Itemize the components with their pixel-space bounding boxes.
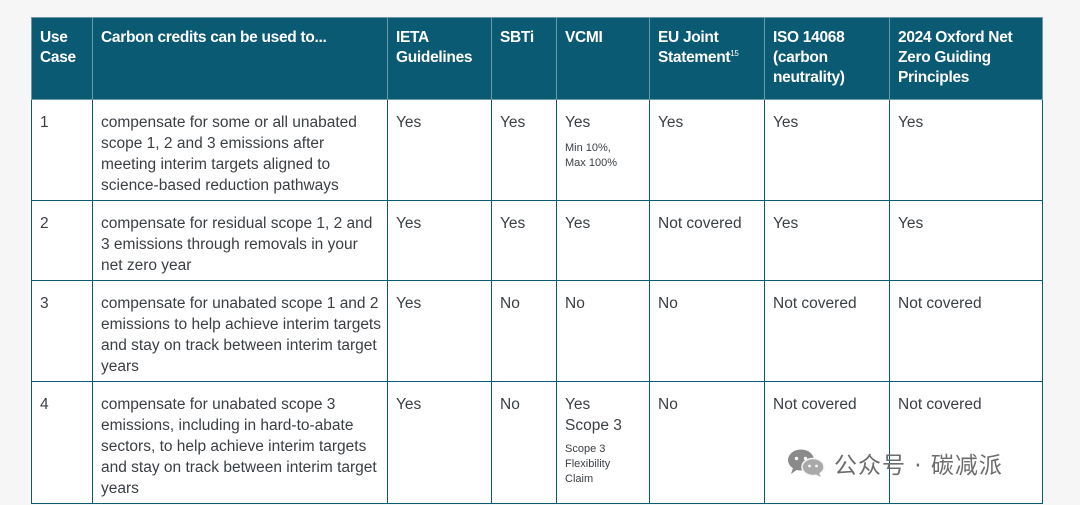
table-row: 1 compensate for some or all unabated sc… [31, 99, 1043, 201]
header-eu-joint-statement: EU Joint Statement15 [649, 17, 765, 100]
vcmi-note-line: Max 100% [565, 157, 617, 169]
header-purpose: Carbon credits can be used to... [92, 17, 388, 100]
footnote-superscript: 15 [730, 48, 739, 58]
cell-sbti: Yes [491, 99, 557, 201]
cell-eu: No [649, 381, 765, 504]
watermark-text: 公众号 · 碳减派 [834, 453, 1003, 479]
cell-vcmi: Yes Min 10%, Max 100% [556, 99, 650, 201]
cell-ieta: Yes [387, 280, 492, 382]
cell-vcmi: Yes [556, 200, 650, 281]
vcmi-value-line-2: Scope 3 [565, 417, 622, 434]
cell-use-case: 1 [31, 99, 93, 201]
header-iso-14068: ISO 14068 (carbon neutrality) [764, 17, 890, 100]
header-oxford-principles: 2024 Oxford Net Zero Guiding Principles [889, 17, 1043, 100]
vcmi-note-line: Scope 3 [565, 443, 606, 455]
carbon-credit-use-table-container: Use Case Carbon credits can be used to..… [31, 17, 1043, 504]
cell-eu: Yes [649, 99, 765, 201]
vcmi-value: Yes [565, 396, 591, 413]
vcmi-note-line: Flexibility [565, 458, 611, 470]
cell-oxford: Not covered [889, 381, 1043, 504]
cell-purpose: compensate for residual scope 1, 2 and 3… [92, 200, 388, 281]
cell-vcmi: Yes Scope 3 Scope 3 Flexibility Claim [556, 381, 650, 504]
cell-ieta: Yes [387, 381, 492, 504]
cell-purpose: compensate for unabated scope 3 emission… [92, 381, 388, 504]
cell-ieta: Yes [387, 99, 492, 201]
cell-oxford: Yes [889, 99, 1043, 201]
table-row: 4 compensate for unabated scope 3 emissi… [31, 381, 1043, 504]
table-header: Use Case Carbon credits can be used to..… [31, 17, 1043, 100]
wechat-icon [788, 449, 825, 477]
cell-vcmi: No [556, 280, 650, 382]
cell-oxford: Not covered [889, 280, 1043, 382]
cell-eu: No [649, 280, 765, 382]
cell-iso: Not covered [764, 381, 890, 504]
table-body: 1 compensate for some or all unabated sc… [31, 99, 1043, 504]
header-sbti: SBTi [491, 17, 557, 100]
cell-purpose: compensate for unabated scope 1 and 2 em… [92, 280, 388, 382]
header-eu-label: EU Joint Statement [658, 29, 731, 66]
cell-sbti: No [491, 280, 557, 382]
cell-ieta: Yes [387, 200, 492, 281]
cell-iso: Yes [764, 99, 890, 201]
cell-iso: Not covered [764, 280, 890, 382]
wechat-watermark: 公众号 · 碳减派 [786, 446, 1003, 480]
cell-use-case: 4 [31, 381, 93, 504]
header-row: Use Case Carbon credits can be used to..… [31, 17, 1043, 100]
header-vcmi: VCMI [556, 17, 650, 100]
cell-sbti: No [491, 381, 557, 504]
cell-purpose: compensate for some or all unabated scop… [92, 99, 388, 201]
vcmi-value: Yes [565, 114, 591, 131]
table-row: 3 compensate for unabated scope 1 and 2 … [31, 280, 1043, 382]
vcmi-note-line: Claim [565, 473, 594, 485]
header-ieta: IETA Guidelines [387, 17, 492, 100]
cell-use-case: 3 [31, 280, 93, 382]
cell-oxford: Yes [889, 200, 1043, 281]
cell-eu: Not covered [649, 200, 765, 281]
cell-sbti: Yes [491, 200, 557, 281]
header-use-case: Use Case [31, 17, 93, 100]
cell-use-case: 2 [31, 200, 93, 281]
carbon-credit-use-table: Use Case Carbon credits can be used to..… [31, 17, 1043, 504]
vcmi-note: Scope 3 Flexibility Claim [565, 442, 643, 487]
vcmi-note-line: Min 10%, [565, 142, 611, 154]
vcmi-note: Min 10%, Max 100% [565, 141, 643, 171]
cell-iso: Yes [764, 200, 890, 281]
table-row: 2 compensate for residual scope 1, 2 and… [31, 200, 1043, 281]
